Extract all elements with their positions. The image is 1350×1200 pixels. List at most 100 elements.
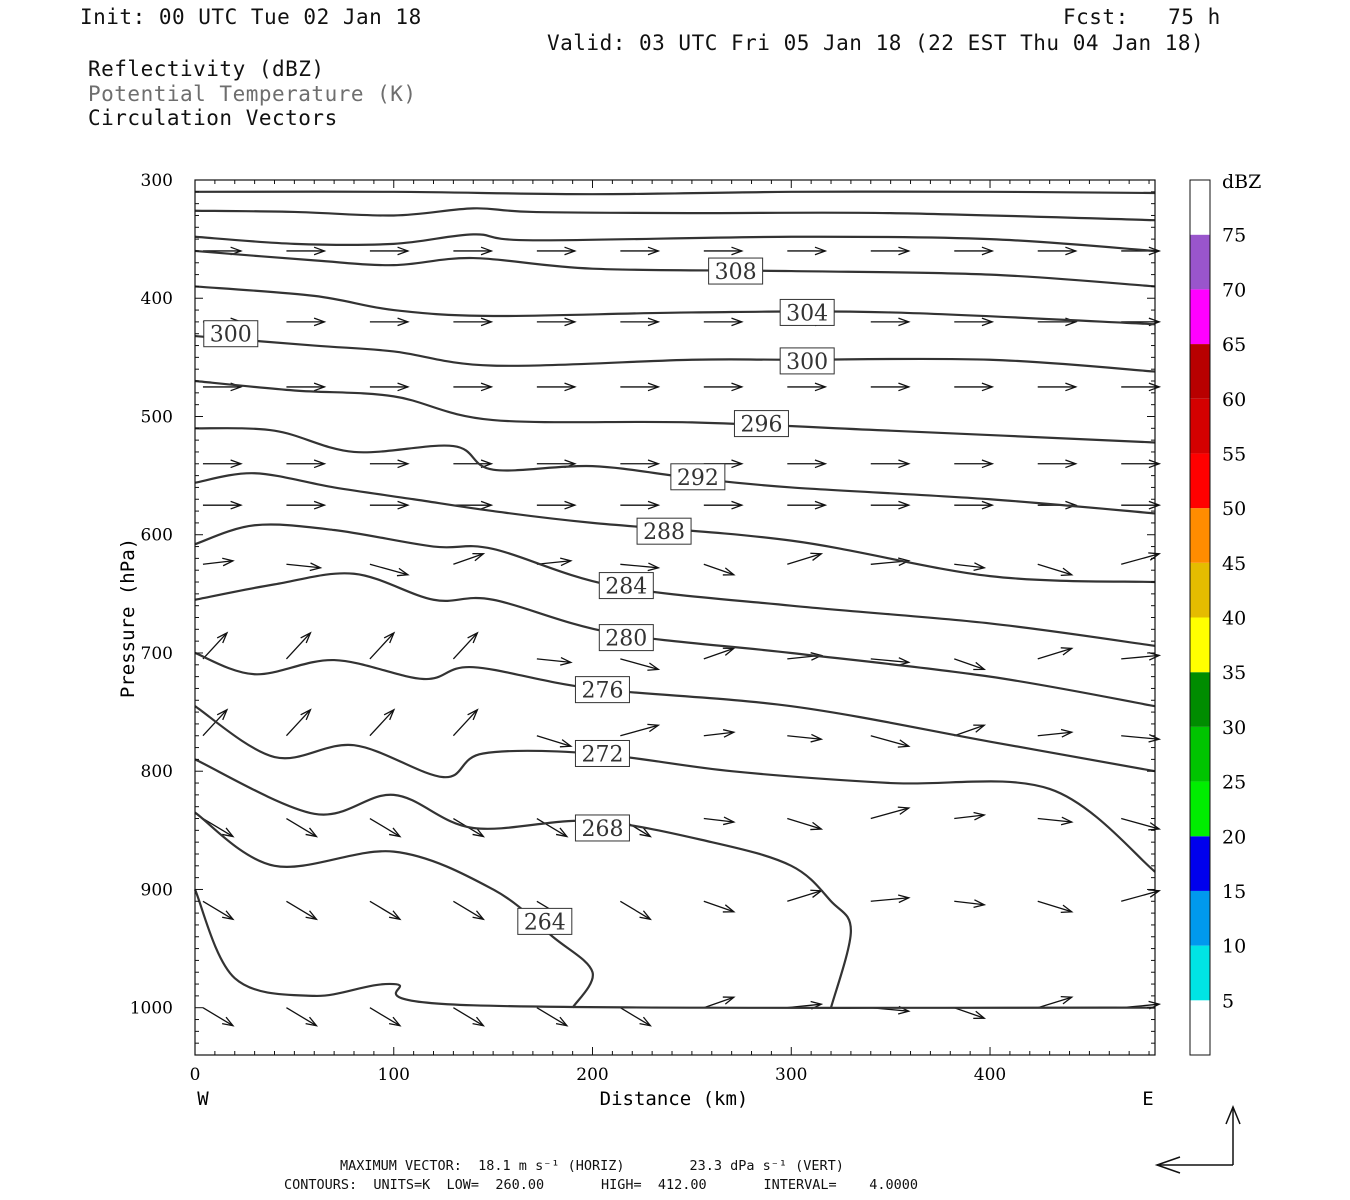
wind-vector [1037,731,1072,737]
colorbar-segment [1190,180,1210,235]
wind-vector [369,563,409,576]
wind-vector-head [810,733,824,743]
max-vector-info: MAXIMUM VECTOR: 18.1 m s⁻¹ (HORIZ) 23.3 … [340,1158,844,1174]
wind-vector-head [981,459,995,469]
wind-vector-head [1060,567,1074,576]
wind-vector-head [1060,647,1074,656]
wind-vector-head [564,500,577,510]
colorbar-level-label: 20 [1222,826,1246,848]
wind-vector-head [647,500,661,510]
wind-vector-head [230,459,243,469]
wind-vector-head [897,657,911,666]
wind-vector-head [480,382,494,392]
wind-vector [453,553,484,565]
wind-vector-head [647,317,661,327]
wind-vector [1121,654,1160,660]
wind-vector-head [388,1016,402,1027]
colorbar-segment [1190,398,1210,454]
contour-label-box [203,320,259,348]
wind-vector-head [898,459,911,469]
wind-vector-head [222,1016,235,1027]
contour-label-box [670,463,726,491]
wind-vector-head [981,382,995,392]
wind-vector-head [480,500,494,510]
colorbar-level-label: 15 [1222,881,1246,903]
wind-vector [1037,563,1072,576]
wind-vector-head [397,382,410,392]
wind-vector-head [305,827,319,838]
wind-vector-head [216,708,229,721]
reference-vector-icon [1154,1105,1241,1174]
contour-label-box [636,517,692,545]
colorbar-segment [1190,1000,1210,1055]
wind-vector [787,817,822,830]
wind-vector-head [973,899,987,908]
wind-vector [286,1007,317,1027]
wind-vector [703,731,734,737]
y-axis-title: Pressure (hPa) [117,538,139,698]
colorbar-segment [1190,890,1210,946]
y-tick-label: 600 [141,526,173,546]
wind-vector-head [814,459,828,469]
wind-vector-head [388,827,402,838]
wind-vector-head [472,910,486,921]
wind-vector-head [1065,246,1078,256]
wind-vector-head [647,246,661,256]
wind-vector-head [313,317,327,327]
wind-vector-head [639,910,652,921]
wind-vector-head [898,246,911,256]
wind-vector-head [1060,728,1074,738]
wind-vector [369,1007,401,1027]
circulation-vectors [202,246,1162,1027]
wind-vector-head [981,500,995,510]
wind-vector-head [555,827,569,838]
wind-vector [202,632,228,660]
theta-contour-line [194,379,1156,444]
contour-label-box [574,739,630,767]
wind-vector-head [731,500,744,510]
wind-vector-head [397,500,410,510]
wind-vector-head [397,459,410,469]
wind-vector [1037,996,1072,1009]
contour-labels: 308 304 300 300 296 292 288 284 280 276 272 268 264 [203,257,835,935]
theta-contour-line [194,811,594,1009]
wind-vector-head [639,1016,652,1027]
wind-vector-head [309,562,323,572]
wind-vector [536,560,571,565]
colorbar-level-label: 10 [1222,936,1246,958]
wind-vector-head [898,500,911,510]
wind-vector-head [564,382,577,392]
field-label-vectors: Circulation Vectors [88,106,338,130]
contour-label-box [574,676,630,704]
wind-vector-head [898,317,911,327]
wind-vector [369,817,401,838]
contour-label: 276 [581,679,623,704]
wind-vector [452,632,478,660]
contour-label: 292 [677,466,719,491]
colorbar-segment [1190,344,1210,399]
wind-vector-head [810,552,824,561]
colorbar-segment [1190,945,1210,1001]
contour-label-box [598,572,654,600]
x-axis-title: Distance (km) [600,1088,749,1110]
wind-vector-head [647,382,661,392]
wind-vector [285,632,311,660]
wind-vector-head [647,723,661,733]
wind-vector-head [480,246,494,256]
wind-vector-head [472,552,486,562]
theta-contour-line [194,572,1156,708]
wind-vector-head [897,739,911,748]
wind-vector-head [1148,500,1162,510]
wind-vector-head [647,562,661,572]
contour-label-box [517,907,573,935]
wind-vector [202,709,228,737]
wind-vector [703,563,735,576]
x-tick-label: 400 [974,1065,1006,1085]
wind-vector-head [564,317,577,327]
axis-ticks: 0 100 200 300 400 300 400 500 600 700 800 900 1000 [130,171,1155,1085]
field-label-theta: Potential Temperature (K) [88,82,417,106]
wind-vector-head [1148,889,1162,898]
contour-label: 288 [643,520,685,545]
wind-vector-head [814,382,828,392]
wind-vector-head [722,904,736,913]
